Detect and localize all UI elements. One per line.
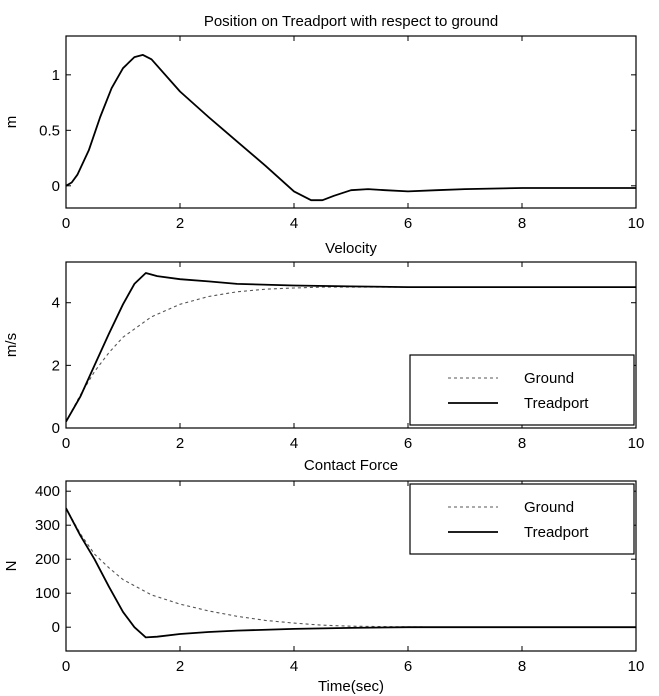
series-line-treadport — [66, 507, 636, 639]
y-tick-label: 0.5 — [39, 122, 60, 139]
legend-label-ground: Ground — [524, 499, 574, 516]
x-tick-label: 10 — [628, 215, 645, 232]
legend-label-ground: Ground — [524, 370, 574, 387]
chart-panel-1: Position on Treadport with respect to gr… — [3, 13, 644, 232]
y-axis-label: N — [3, 561, 20, 572]
legend-label-treadport: Treadport — [524, 395, 589, 412]
y-tick-label: 2 — [52, 357, 60, 374]
x-tick-label: 10 — [628, 435, 645, 452]
x-tick-label: 4 — [290, 435, 298, 452]
x-tick-label: 0 — [62, 215, 70, 232]
y-tick-label: 0 — [52, 178, 60, 195]
y-axis-label: m — [3, 116, 20, 129]
y-axis-label: m/s — [3, 333, 20, 357]
y-tick-label: 200 — [35, 551, 60, 568]
x-tick-label: 0 — [62, 435, 70, 452]
x-tick-label: 6 — [404, 215, 412, 232]
y-tick-label: 100 — [35, 585, 60, 602]
legend-box — [409, 483, 635, 555]
legend-box — [409, 354, 635, 426]
series-line-treadport — [66, 272, 636, 423]
x-tick-label: 2 — [176, 215, 184, 232]
y-tick-label: 400 — [35, 483, 60, 500]
x-tick-label: 2 — [176, 658, 184, 675]
x-tick-label: 6 — [404, 658, 412, 675]
x-tick-label: 10 — [628, 658, 645, 675]
series-line-position — [66, 54, 636, 202]
x-tick-label: 8 — [518, 215, 526, 232]
x-tick-label: 8 — [518, 658, 526, 675]
chart-title: Position on Treadport with respect to gr… — [204, 13, 498, 30]
y-tick-label: 4 — [52, 295, 60, 312]
legend: Ground Treadport — [409, 354, 635, 426]
x-axis-label: Time(sec) — [318, 678, 384, 695]
chart-title: Velocity — [325, 240, 377, 257]
x-tick-label: 6 — [404, 435, 412, 452]
chart-panel-2: Velocity 0 2 4 6 8 10 0 2 4 m/s Ground Treadport — [3, 240, 644, 452]
axes-box — [65, 480, 637, 652]
axes-box — [65, 35, 637, 209]
x-tick-label: 4 — [290, 658, 298, 675]
chart-title: Contact Force — [304, 457, 398, 474]
x-tick-label: 0 — [62, 658, 70, 675]
axes-box — [65, 261, 637, 429]
x-tick-label: 2 — [176, 435, 184, 452]
y-tick-label: 0 — [52, 619, 60, 636]
y-tick-label: 1 — [52, 67, 60, 84]
x-tick-label: 8 — [518, 435, 526, 452]
y-tick-label: 0 — [52, 420, 60, 437]
x-tick-label: 4 — [290, 215, 298, 232]
legend-label-treadport: Treadport — [524, 524, 589, 541]
legend: Ground Treadport — [409, 483, 635, 555]
y-tick-label: 300 — [35, 517, 60, 534]
